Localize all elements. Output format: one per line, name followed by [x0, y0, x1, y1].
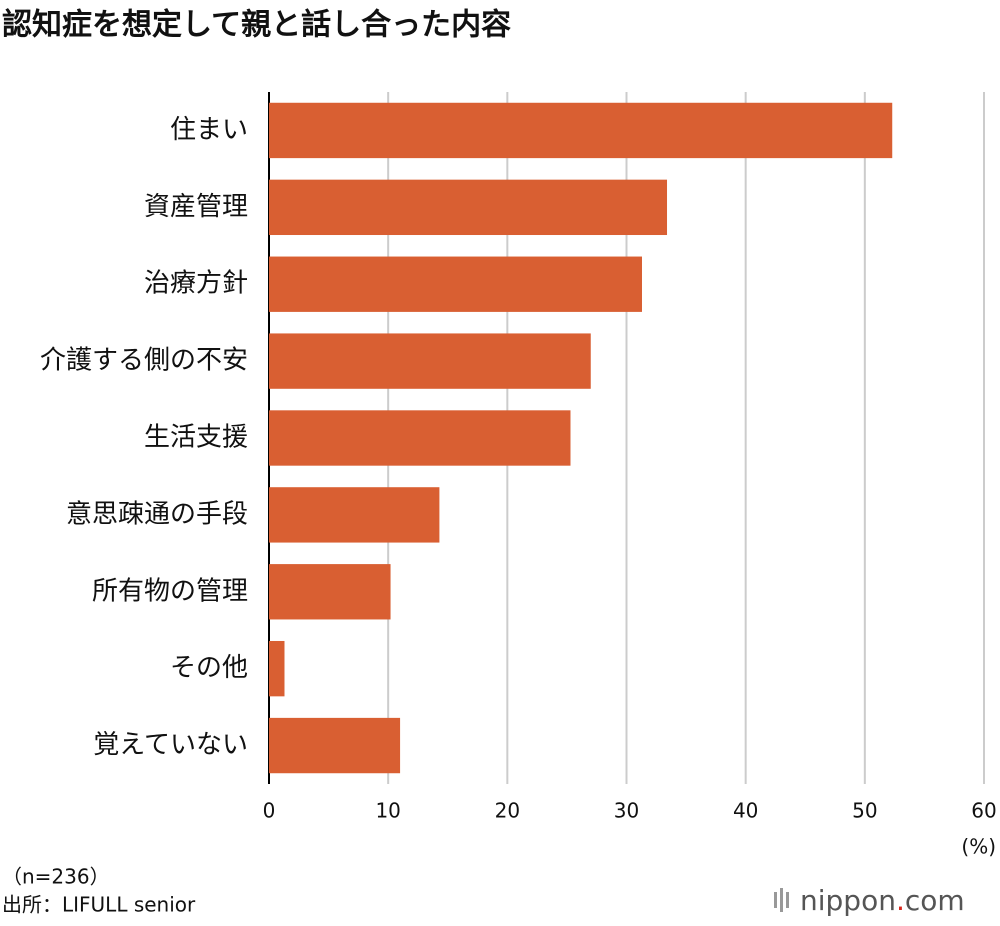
x-tick-label: 50 — [852, 799, 877, 823]
x-unit: (%) — [961, 835, 996, 859]
y-tick-label: 介護する側の不安 — [40, 346, 248, 376]
x-tick-label: 40 — [733, 799, 758, 823]
logo-bar — [774, 892, 777, 908]
logo-text: nippon.com — [800, 884, 965, 917]
bar — [269, 102, 893, 159]
x-tick-label: 30 — [614, 799, 639, 823]
y-tick-label: 生活支援 — [144, 423, 248, 453]
y-tick-label: 住まい — [170, 115, 248, 145]
y-tick-label: その他 — [170, 653, 248, 683]
bar — [269, 410, 571, 466]
x-tick-label: 0 — [263, 799, 276, 823]
logo-bar — [780, 888, 783, 912]
y-tick-label: 所有物の管理 — [92, 576, 248, 606]
bar — [269, 564, 391, 620]
logo-bar — [786, 892, 789, 908]
bar — [269, 256, 642, 312]
logo-suffix: com — [905, 884, 965, 917]
logo-name: nippon — [800, 884, 896, 917]
logo: nippon.com — [774, 884, 965, 917]
bar — [269, 640, 285, 697]
bar — [269, 717, 401, 774]
x-tick-label: 20 — [495, 799, 520, 823]
chart-title: 認知症を想定して親と話し合った内容 — [2, 8, 511, 43]
bar — [269, 179, 668, 236]
y-tick-label: 意思疎通の手段 — [66, 499, 248, 529]
note: （n=236） — [2, 865, 110, 889]
y-tick-label: 資産管理 — [144, 192, 248, 222]
bar — [269, 487, 440, 543]
x-tick-label: 10 — [375, 799, 400, 823]
y-tick-label: 覚えていない — [93, 730, 248, 760]
y-tick-label: 治療方針 — [144, 269, 248, 299]
logo-dot: . — [896, 884, 905, 917]
bar — [269, 333, 591, 389]
source: 出所：LIFULL senior — [2, 893, 196, 917]
x-tick-label: 60 — [971, 799, 996, 823]
